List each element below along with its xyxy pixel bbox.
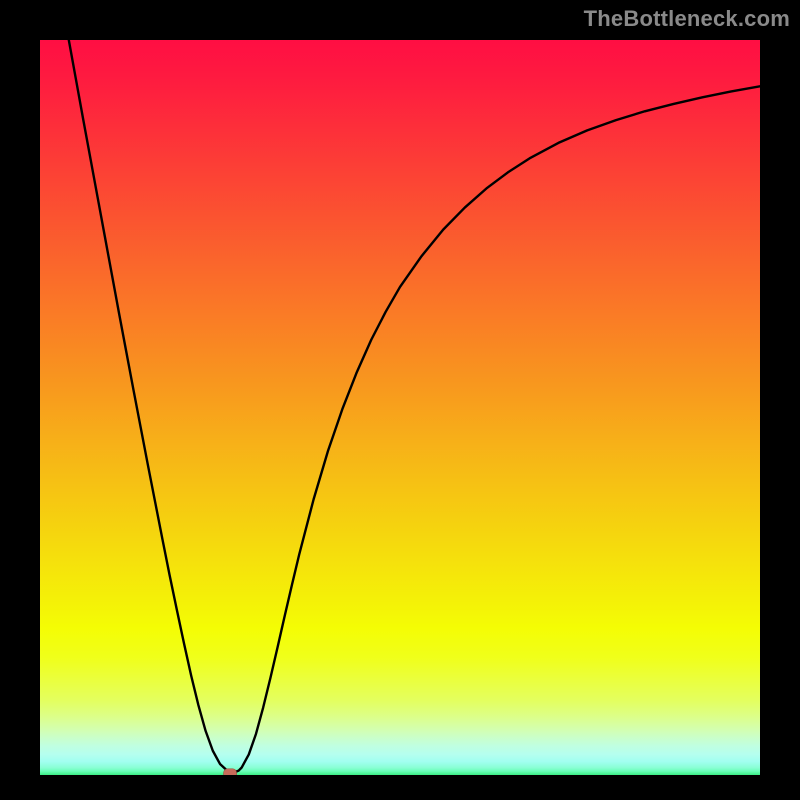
chart-svg <box>40 40 760 775</box>
plot-area <box>40 40 760 775</box>
chart-container: TheBottleneck.com <box>0 0 800 800</box>
gradient-background <box>40 40 760 775</box>
optimum-marker <box>224 769 237 775</box>
watermark-text: TheBottleneck.com <box>584 6 790 32</box>
